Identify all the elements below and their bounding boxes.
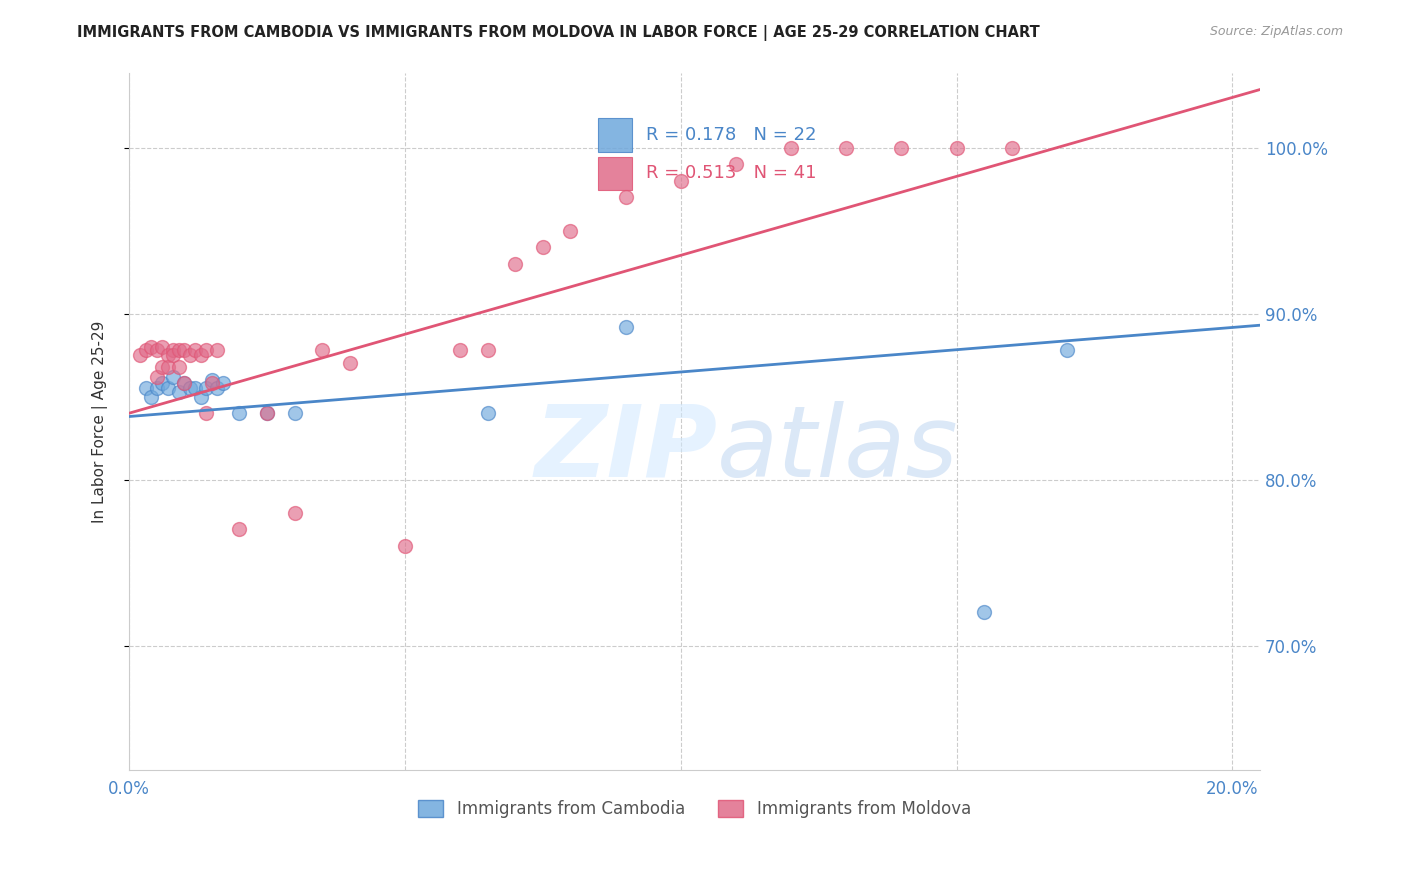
Point <box>184 343 207 358</box>
Point <box>190 348 212 362</box>
Point <box>150 376 173 391</box>
Point <box>184 381 207 395</box>
Y-axis label: In Labor Force | Age 25-29: In Labor Force | Age 25-29 <box>93 320 108 523</box>
Point <box>145 381 167 395</box>
Point <box>162 348 184 362</box>
Point <box>945 141 967 155</box>
Point <box>167 384 190 399</box>
Point <box>145 343 167 358</box>
Point <box>195 406 218 420</box>
Point <box>162 343 184 358</box>
Point <box>201 373 224 387</box>
Point <box>145 369 167 384</box>
Point <box>207 343 229 358</box>
Point <box>890 141 912 155</box>
Text: R = 0.513   N = 41: R = 0.513 N = 41 <box>645 164 817 183</box>
Legend: Immigrants from Cambodia, Immigrants from Moldova: Immigrants from Cambodia, Immigrants fro… <box>412 793 977 824</box>
Point <box>973 605 995 619</box>
Point <box>1056 343 1078 358</box>
Point <box>256 406 278 420</box>
Point <box>201 376 224 391</box>
Point <box>284 506 307 520</box>
Point <box>284 406 307 420</box>
Point <box>167 359 190 374</box>
Point <box>560 224 582 238</box>
Point <box>207 381 229 395</box>
Point <box>256 406 278 420</box>
Point <box>614 319 637 334</box>
Point <box>150 359 173 374</box>
Point <box>156 381 179 395</box>
Point <box>1001 141 1024 155</box>
Point <box>477 406 499 420</box>
Point <box>173 376 195 391</box>
Text: IMMIGRANTS FROM CAMBODIA VS IMMIGRANTS FROM MOLDOVA IN LABOR FORCE | AGE 25-29 C: IMMIGRANTS FROM CAMBODIA VS IMMIGRANTS F… <box>77 25 1040 41</box>
Point <box>167 343 190 358</box>
Point <box>141 390 163 404</box>
Point <box>724 157 747 171</box>
Point <box>195 343 218 358</box>
Point <box>195 381 218 395</box>
Point <box>503 257 526 271</box>
FancyBboxPatch shape <box>599 119 633 152</box>
Point <box>477 343 499 358</box>
FancyBboxPatch shape <box>599 157 633 190</box>
Point <box>179 381 201 395</box>
Point <box>156 348 179 362</box>
Point <box>228 406 250 420</box>
Point <box>129 348 152 362</box>
Point <box>173 376 195 391</box>
Point <box>179 348 201 362</box>
Point <box>228 522 250 536</box>
Point <box>394 539 416 553</box>
Point <box>339 356 361 370</box>
Point <box>780 141 803 155</box>
Point <box>135 343 157 358</box>
Point <box>135 381 157 395</box>
Point <box>162 369 184 384</box>
Point <box>311 343 333 358</box>
Point <box>173 343 195 358</box>
Point <box>614 190 637 204</box>
Point <box>531 240 554 254</box>
Point <box>835 141 858 155</box>
Text: R = 0.178   N = 22: R = 0.178 N = 22 <box>645 126 817 144</box>
Text: atlas: atlas <box>717 401 959 498</box>
Text: Source: ZipAtlas.com: Source: ZipAtlas.com <box>1209 25 1343 38</box>
Point <box>669 174 692 188</box>
Point <box>449 343 471 358</box>
Point <box>141 340 163 354</box>
Point <box>156 359 179 374</box>
Point <box>190 390 212 404</box>
Point <box>150 340 173 354</box>
Point <box>212 376 235 391</box>
Text: ZIP: ZIP <box>534 401 717 498</box>
